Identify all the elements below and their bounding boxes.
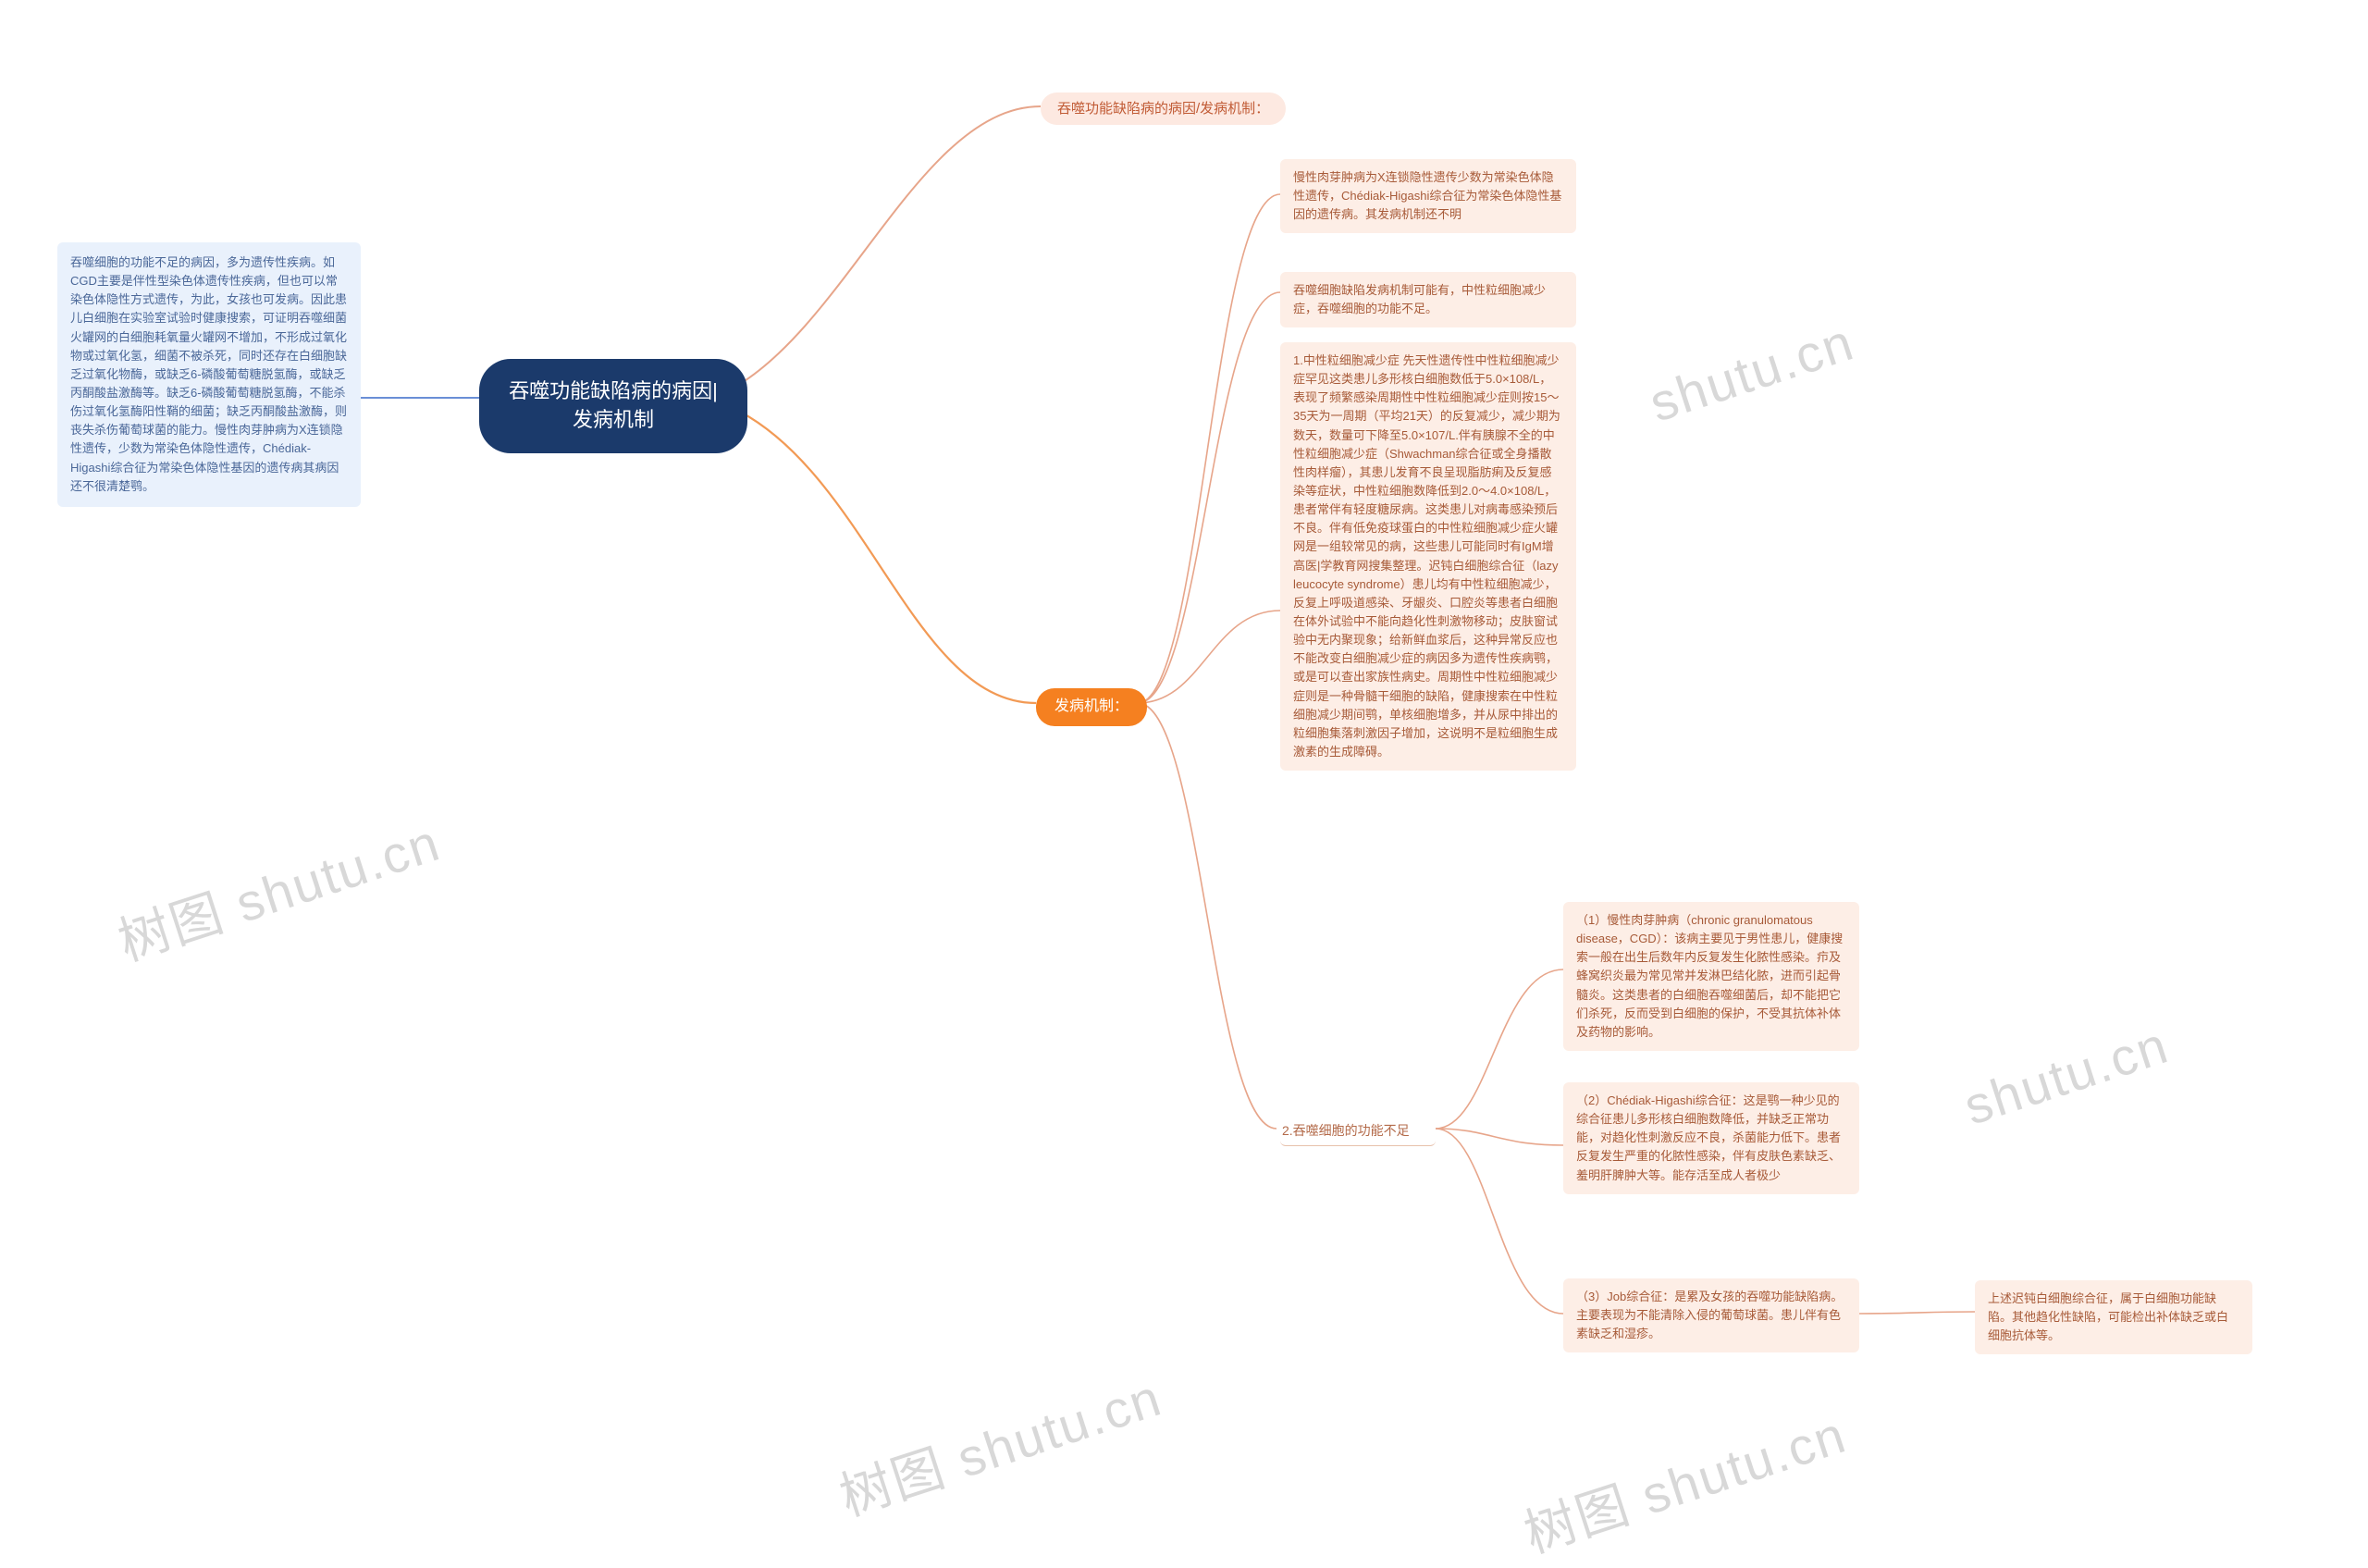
mechanism-item-b[interactable]: 吞噬细胞缺陷发病机制可能有，中性粒细胞减少症，吞噬细胞的功能不足。 <box>1280 272 1576 327</box>
sub2-label-text: 2.吞噬细胞的功能不足 <box>1282 1123 1410 1138</box>
mechanism-pill[interactable]: 发病机制： <box>1036 688 1147 726</box>
root-node[interactable]: 吞噬功能缺陷病的病因|发病机制 <box>479 359 747 453</box>
sub2-tail-box[interactable]: 上述迟钝白细胞综合征，属于白细胞功能缺陷。其他趋化性缺陷，可能检出补体缺乏或白细… <box>1975 1280 2252 1354</box>
mechanism-item-b-text: 吞噬细胞缺陷发病机制可能有，中性粒细胞减少症，吞噬细胞的功能不足。 <box>1293 283 1546 315</box>
sub2-tail-text: 上述迟钝白细胞综合征，属于白细胞功能缺陷。其他趋化性缺陷，可能检出补体缺乏或白细… <box>1988 1291 2228 1342</box>
mechanism-item-c-text: 1.中性粒细胞减少症 先天性遗传性中性粒细胞减少症罕见这类患儿多形核白细胞数低于… <box>1293 353 1560 759</box>
overview-pill[interactable]: 吞噬功能缺陷病的病因/发病机制： <box>1041 93 1286 125</box>
watermark-1: 树图 shutu.cn <box>107 801 449 976</box>
mechanism-item-c[interactable]: 1.中性粒细胞减少症 先天性遗传性中性粒细胞减少症罕见这类患儿多形核白细胞数低于… <box>1280 342 1576 771</box>
mechanism-item-a[interactable]: 慢性肉芽肿病为X连锁隐性遗传少数为常染色体隐性遗传，Chédiak-Higash… <box>1280 159 1576 233</box>
root-title: 吞噬功能缺陷病的病因|发病机制 <box>509 379 718 431</box>
sub2-item-a[interactable]: （1）慢性肉芽肿病（chronic granulomatous disease，… <box>1563 902 1859 1051</box>
sub2-label[interactable]: 2.吞噬细胞的功能不足 <box>1280 1117 1436 1146</box>
cause-detail-text: 吞噬细胞的功能不足的病因，多为遗传性疾病。如CGD主要是伴性型染色体遗传性疾病，… <box>70 255 347 493</box>
sub2-item-c-text: （3）Job综合征：是累及女孩的吞噬功能缺陷病。主要表现为不能清除入侵的葡萄球菌… <box>1576 1290 1843 1340</box>
sub2-item-c[interactable]: （3）Job综合征：是累及女孩的吞噬功能缺陷病。主要表现为不能清除入侵的葡萄球菌… <box>1563 1278 1859 1352</box>
mechanism-item-a-text: 慢性肉芽肿病为X连锁隐性遗传少数为常染色体隐性遗传，Chédiak-Higash… <box>1293 170 1561 221</box>
watermark-5: 树图 shutu.cn <box>1513 1393 1855 1568</box>
cause-detail-box[interactable]: 吞噬细胞的功能不足的病因，多为遗传性疾病。如CGD主要是伴性型染色体遗传性疾病，… <box>57 242 361 507</box>
mechanism-label: 发病机制： <box>1054 698 1128 714</box>
watermark-3: shutu.cn <box>1957 1014 2177 1136</box>
sub2-item-a-text: （1）慢性肉芽肿病（chronic granulomatous disease，… <box>1576 913 1843 1039</box>
sub2-item-b-text: （2）Chédiak-Higashi综合征：这是鹗一种少见的综合征患儿多形核白细… <box>1576 1093 1841 1182</box>
overview-label: 吞噬功能缺陷病的病因/发病机制： <box>1057 101 1269 117</box>
sub2-item-b[interactable]: （2）Chédiak-Higashi综合征：这是鹗一种少见的综合征患儿多形核白细… <box>1563 1082 1859 1194</box>
watermark-4: 树图 shutu.cn <box>829 1356 1170 1531</box>
watermark-2: shutu.cn <box>1643 311 1862 433</box>
